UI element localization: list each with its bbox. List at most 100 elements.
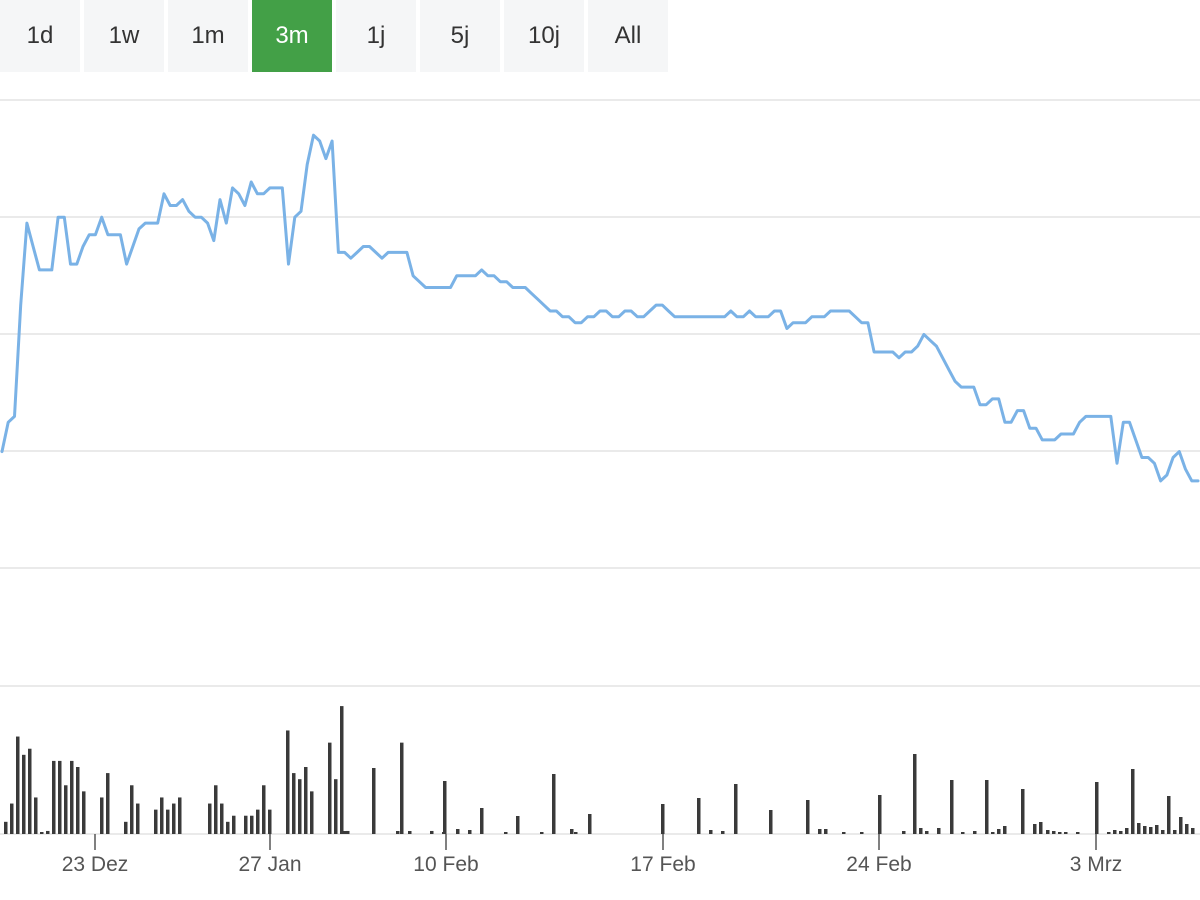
x-tick-label: 24 Feb — [846, 853, 911, 876]
volume-bar — [1149, 827, 1153, 834]
volume-bar — [697, 798, 701, 834]
volume-bar — [919, 828, 923, 834]
volume-bar — [878, 795, 882, 834]
range-button-1j[interactable]: 1j — [336, 0, 416, 72]
x-tick-label: 17 Feb — [630, 853, 695, 876]
volume-bar — [1046, 830, 1050, 834]
volume-bar — [860, 832, 864, 834]
range-button-5j[interactable]: 5j — [420, 0, 500, 72]
volume-bar — [343, 831, 347, 834]
volume-bar — [304, 767, 308, 834]
volume-bar — [1173, 830, 1177, 834]
volume-bar — [430, 830, 434, 834]
volume-bar — [1161, 830, 1165, 834]
x-tick-label: 27 Jan — [238, 853, 301, 876]
volume-bar — [1039, 822, 1043, 834]
volume-bar — [1058, 832, 1062, 834]
volume-bar — [1119, 831, 1123, 834]
volume-bar — [232, 815, 236, 834]
volume-bar — [1167, 796, 1171, 834]
volume-bar — [902, 831, 906, 834]
volume-bar — [372, 768, 376, 834]
volume-bar — [1191, 828, 1195, 834]
volume-bar — [1052, 831, 1056, 834]
range-button-3m[interactable]: 3m — [252, 0, 332, 72]
volume-bar — [124, 821, 128, 834]
volume-bar — [950, 780, 954, 834]
range-button-1w[interactable]: 1w — [84, 0, 164, 72]
volume-bar — [82, 791, 86, 834]
volume-bar — [1033, 824, 1037, 834]
x-tick-label: 3 Mrz — [1070, 853, 1123, 876]
volume-bar — [340, 706, 344, 834]
volume-bar — [1107, 832, 1111, 834]
volume-bar — [734, 784, 738, 834]
volume-bar — [997, 829, 1001, 834]
volume-bar — [286, 730, 290, 834]
volume-bar — [106, 773, 110, 834]
volume-bar — [570, 829, 574, 834]
volume-bar — [1125, 828, 1129, 834]
volume-bar — [443, 781, 447, 834]
range-button-all[interactable]: All — [588, 0, 668, 72]
volume-bar — [721, 831, 725, 834]
volume-bar — [408, 831, 412, 834]
volume-bar — [130, 785, 134, 834]
volume-bar — [328, 742, 332, 834]
volume-bar — [292, 773, 296, 834]
volume-bar — [769, 810, 773, 834]
volume-bar — [1076, 832, 1080, 834]
volume-bar — [64, 785, 68, 834]
volume-bar — [574, 832, 578, 834]
volume-bar — [540, 832, 544, 834]
volume-bar — [400, 742, 404, 834]
x-tick-label: 10 Feb — [413, 853, 478, 876]
volume-bar — [552, 774, 556, 834]
volume-bar — [661, 804, 665, 834]
volume-bar — [214, 785, 218, 834]
range-button-10j[interactable]: 10j — [504, 0, 584, 72]
volume-bar — [1185, 824, 1189, 834]
volume-bar — [985, 780, 989, 834]
volume-bar — [166, 809, 170, 834]
volume-bar — [58, 760, 62, 834]
volume-bar — [76, 767, 80, 834]
range-button-1d[interactable]: 1d — [0, 0, 80, 72]
volume-bar — [208, 803, 212, 834]
volume-bar — [1137, 823, 1141, 834]
volume-bar — [842, 832, 846, 834]
volume-bar — [991, 832, 995, 834]
price-series-line — [0, 133, 1200, 483]
volume-bar — [226, 821, 230, 834]
volume-bar — [1155, 825, 1159, 834]
range-button-1m[interactable]: 1m — [168, 0, 248, 72]
volume-bar — [1003, 826, 1007, 834]
volume-bar — [298, 779, 302, 834]
volume-bar — [220, 803, 224, 834]
volume-bar — [268, 809, 272, 834]
volume-bar — [10, 803, 14, 834]
volume-bar — [40, 832, 44, 834]
volume-bar — [709, 830, 713, 834]
volume-bar — [100, 797, 104, 834]
volume-bar — [70, 760, 74, 834]
x-tick-label: 23 Dez — [62, 853, 129, 876]
volume-bar — [1064, 832, 1068, 834]
volume-bar — [244, 815, 248, 834]
volume-bar — [4, 821, 8, 834]
volume-bar — [480, 808, 484, 834]
volume-bar — [961, 832, 965, 834]
volume-bar — [22, 754, 26, 834]
volume-bar — [806, 800, 810, 834]
volume-bar — [172, 803, 176, 834]
volume-bar — [46, 830, 50, 834]
volume-bar — [925, 831, 929, 834]
volume-bar — [913, 754, 917, 834]
volume-bar — [28, 748, 32, 834]
volume-bar — [1095, 782, 1099, 834]
volume-bar — [456, 829, 460, 834]
range-selector: 1d 1w 1m 3m 1j 5j 10j All — [0, 0, 672, 72]
volume-bar — [178, 797, 182, 834]
volume-bar — [396, 831, 400, 834]
